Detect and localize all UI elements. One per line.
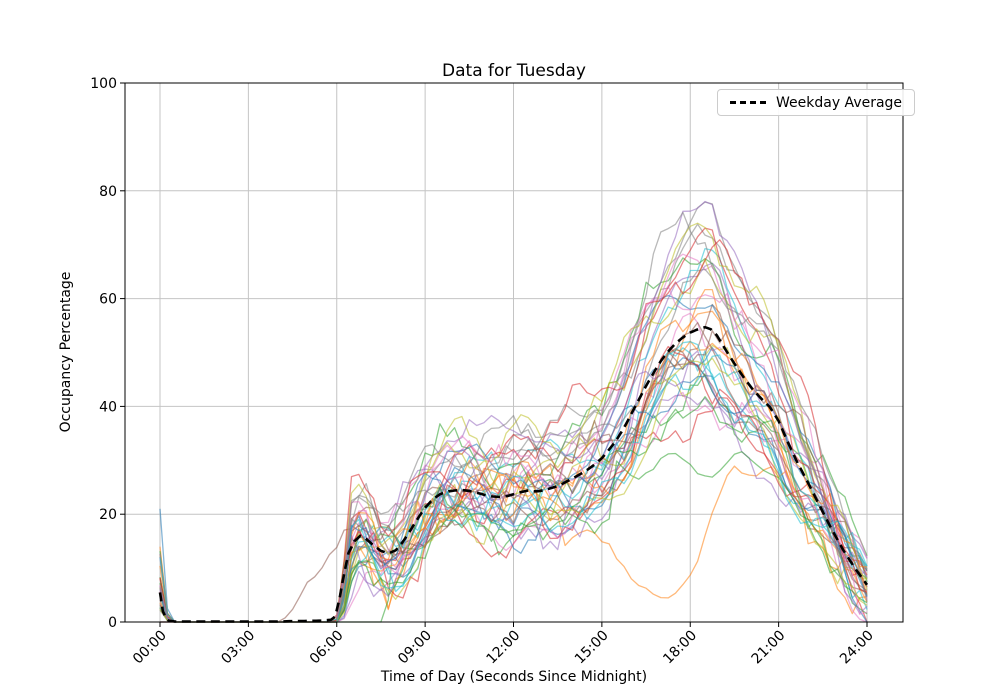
- x-tick-label: 24:00: [837, 628, 877, 668]
- y-tick-label: 80: [99, 184, 117, 200]
- legend: Weekday Average: [717, 89, 916, 116]
- axis-ticks: 00:00 03:00 06:00 09:00 12:00 15:00 18:00 21:00…: [90, 76, 877, 667]
- legend-label: Weekday Average: [776, 94, 903, 111]
- x-tick-label: 09:00: [395, 628, 435, 668]
- x-tick-label: 21:00: [749, 628, 789, 668]
- y-tick-label: 20: [99, 507, 117, 523]
- x-tick-label: 12:00: [483, 628, 523, 668]
- x-tick-label: 15:00: [572, 628, 612, 668]
- y-tick-label: 100: [90, 76, 117, 92]
- plot-title: Data for Tuesday: [442, 61, 586, 81]
- y-tick-label: 60: [99, 292, 117, 308]
- y-tick-label: 0: [108, 615, 117, 631]
- legend-dashed-line-icon: [730, 101, 766, 104]
- y-tick-label: 40: [99, 399, 117, 415]
- grid: [125, 82, 903, 623]
- x-tick-label: 18:00: [660, 628, 700, 668]
- y-axis-label: Occupancy Percentage: [58, 271, 74, 433]
- x-tick-label: 00:00: [130, 628, 170, 668]
- x-axis-label: Time of Day (Seconds Since Midnight): [380, 669, 648, 685]
- x-tick-label: 06:00: [307, 628, 347, 668]
- x-tick-label: 03:00: [218, 628, 258, 668]
